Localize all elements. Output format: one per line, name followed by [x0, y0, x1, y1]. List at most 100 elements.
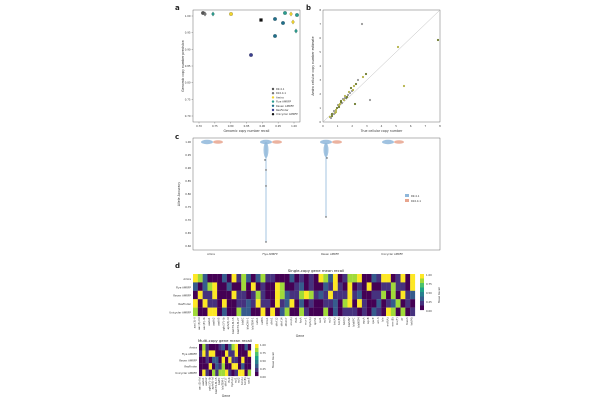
panel-d-single-cell	[347, 274, 353, 283]
panel-d-single-cell	[270, 282, 276, 291]
panel-d-single-row-label: Unicycler AMRFP	[169, 310, 191, 314]
panel-d-single-cell	[376, 307, 382, 317]
panel-c-xtick-label: Raven AMRFP	[321, 252, 339, 256]
panel-d-multi-cell	[199, 369, 203, 377]
panel-d-multi-gene-label: blaCTX-M-15	[214, 377, 218, 394]
panel-c-letter: c	[175, 133, 180, 141]
panel-d-single-cell	[299, 307, 305, 317]
panel-d-single-cell	[284, 299, 290, 308]
panel-d-single-gene-label: blaTEM-1	[250, 317, 254, 329]
panel-b-xtick-label: 0	[322, 124, 324, 128]
panel-b-ytick-label: 6	[319, 36, 321, 40]
panel-d-single-cell	[279, 290, 285, 300]
panel-c-violin-body	[263, 142, 269, 158]
panel-d-multi-cell	[244, 369, 248, 377]
panel-d-multi-gene-label: blaEC	[217, 377, 221, 385]
panel-d-single-cell	[279, 307, 285, 317]
panel-d-multi-cell	[208, 369, 213, 377]
panel-d-single-cell	[255, 274, 261, 283]
panel-c-xtick-label: Amira	[207, 252, 215, 256]
panel-d-single-cell	[250, 290, 256, 300]
panel-d-single-cell	[308, 307, 314, 317]
panel-d-colorbar2-segment	[255, 372, 259, 377]
panel-d-single-cell	[332, 307, 338, 317]
panel-d-single-cell	[294, 307, 300, 317]
panel-d-multi-cell	[234, 369, 239, 377]
panel-d-single-gene-label: lnu(F)	[395, 318, 399, 326]
panel-d-multi-cell	[218, 369, 222, 377]
panel-d-colorbar1-tick: 0.50	[426, 291, 432, 295]
panel-d-single-gene-label: floR	[294, 317, 298, 322]
panel-d-multi-gene-label: sul1	[233, 377, 237, 383]
panel-d-single-cell	[226, 290, 232, 300]
panel-d-single-cell	[202, 290, 208, 300]
panel-d-multi-cell	[244, 363, 248, 370]
panel-d-multi-cell	[199, 356, 203, 364]
panel-d-single-cell	[250, 274, 256, 283]
panel-a-ytick-label: 0.90	[185, 47, 191, 51]
panel-d-multi-cell	[228, 356, 232, 364]
panel-d-single-cell	[241, 290, 247, 300]
panel-a-legend-label: Raven AMRFP	[276, 104, 294, 108]
panel-d-single-cell	[332, 299, 338, 308]
panel-d-single-cell	[400, 307, 406, 317]
panel-d-multi-cell	[231, 369, 235, 377]
panel-d-single-cell	[202, 274, 208, 283]
panel-c-ytick-label: 0.80	[185, 192, 191, 196]
panel-d-single-gene-label: dfrA1	[270, 317, 274, 324]
panel-a-xtick-label: 0.75	[212, 124, 218, 128]
panel-d-single-cell	[217, 290, 223, 300]
panel-d-single-cell	[337, 290, 343, 300]
panel-d-single-cell	[231, 307, 237, 317]
panel-d-multi-cell	[202, 344, 206, 351]
panel-d-single-gene-label: cfr	[400, 317, 404, 321]
panel-d-single-cell	[313, 307, 319, 317]
panel-b-point	[352, 84, 356, 88]
panel-d-multi-cell	[238, 350, 242, 357]
panel-d-single-cell	[313, 290, 319, 300]
panel-d-single-cell	[212, 299, 218, 308]
panel-d-single-cell	[308, 274, 314, 283]
panel-d-single-cell	[318, 274, 324, 283]
panel-c-legend-label: R9.4.1	[411, 194, 420, 198]
panel-d-single-gene-label: aadA2	[212, 317, 216, 326]
panel-b-ylabel: Amira cellular copy number estimate	[311, 36, 315, 95]
panel-c-frame	[192, 137, 441, 251]
panel-d-single-cell	[246, 274, 252, 283]
panel-d-single-cell	[289, 282, 295, 291]
panel-d-multi-row-label: ResFinder	[184, 365, 198, 369]
panel-d-single-cell	[294, 282, 300, 291]
panel-a-xtick-label: 1.00	[291, 124, 297, 128]
panel-d-single-gene-label: blaCTX-M-15	[231, 317, 235, 334]
panel-d-single-cell	[284, 274, 290, 283]
panel-b-point	[330, 114, 334, 118]
panel-d-title-multi: Multi-copy gene mean recall	[198, 338, 252, 343]
panel-d-single-cell	[347, 282, 353, 291]
panel-d-single-cell	[193, 282, 198, 291]
panel-d-single-gene-label: fosA	[299, 317, 303, 323]
panel-d-colorbar2-tick: 0.50	[260, 359, 266, 363]
panel-d-single-cell	[371, 307, 377, 317]
panel-d-single-cell	[395, 299, 401, 308]
panel-d-multi-cell	[225, 350, 229, 357]
panel-d-single-cell	[323, 274, 329, 283]
panel-b-xtick-label: 4	[381, 124, 383, 128]
panel-d-single-cell	[246, 299, 252, 308]
panel-c-legend-swatch	[405, 199, 409, 202]
panel-a-point	[259, 18, 263, 22]
panel-b-ytick-label: 3	[319, 78, 321, 82]
panel-a-point	[203, 11, 207, 17]
panel-d-single-gene-label: blaKPC	[352, 317, 356, 326]
panel-d-multi-cell	[228, 363, 232, 370]
panel-a-xtick-label: 0.90	[259, 124, 265, 128]
panel-d-single-cell	[410, 274, 416, 283]
panel-c-ytick-label: 0.75	[185, 205, 191, 209]
panel-d-single-cell	[270, 290, 276, 300]
panel-c-violin-r10	[272, 140, 282, 144]
panel-d-multi-cell	[205, 369, 209, 377]
panel-d-single-cell	[376, 299, 382, 308]
panel-d-multi-cell	[234, 344, 239, 351]
panel-d-colorbar2-label: Mean Recall	[271, 352, 275, 368]
panel-d-single-cell	[279, 282, 285, 291]
panel-d-single-cell	[197, 282, 203, 291]
